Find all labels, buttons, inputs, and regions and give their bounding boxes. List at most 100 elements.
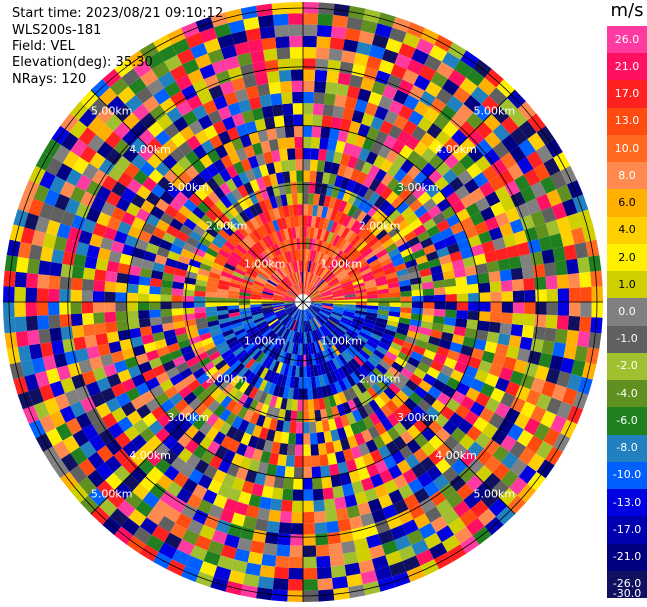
ppi-gate — [397, 241, 411, 253]
ppi-gate — [194, 403, 208, 417]
ppi-gate — [55, 163, 73, 182]
ppi-gate — [135, 208, 151, 222]
ppi-gate — [292, 261, 297, 273]
ppi-gate — [492, 123, 510, 142]
ppi-gate — [138, 318, 151, 328]
ppi-gate — [329, 315, 341, 323]
ppi-gate — [69, 120, 88, 139]
ppi-gate — [288, 159, 297, 172]
ppi-gate — [435, 88, 453, 105]
colorbar-tick-label: 1.0 — [618, 277, 636, 291]
ppi-gate — [520, 373, 535, 390]
ppi-gate — [368, 371, 381, 384]
ppi-gate — [294, 343, 299, 355]
ppi-gate — [372, 367, 385, 380]
ppi-gate — [484, 131, 502, 149]
ppi-gate — [353, 355, 365, 367]
ppi-gate — [278, 443, 289, 456]
ppi-gate — [283, 302, 295, 304]
ppi-gate — [220, 544, 237, 560]
ppi-gate — [278, 313, 289, 322]
ppi-gate — [182, 307, 195, 315]
ppi-gate — [261, 293, 274, 298]
ppi-gate — [117, 369, 132, 383]
ppi-gate — [421, 426, 436, 442]
colorbar-cell — [607, 325, 647, 354]
ppi-gate — [286, 290, 297, 298]
ppi-gate — [430, 329, 443, 339]
ppi-gate — [237, 393, 249, 407]
ppi-gate — [171, 412, 187, 427]
ppi-gate — [219, 168, 232, 183]
ppi-gate — [272, 578, 289, 591]
ppi-gate — [228, 286, 241, 292]
ppi-gate — [298, 260, 302, 272]
ppi-gate — [286, 306, 297, 313]
ppi-gate — [306, 332, 310, 344]
ppi-gate — [75, 174, 92, 192]
ppi-gate — [413, 100, 430, 117]
ppi-gate — [308, 410, 316, 423]
ppi-gate — [273, 306, 285, 310]
ppi-gate — [275, 126, 286, 139]
ppi-gate — [394, 535, 412, 551]
ppi-gate — [175, 230, 190, 243]
ppi-gate — [470, 499, 489, 518]
ppi-gate — [380, 375, 393, 388]
ppi-gate — [289, 274, 296, 285]
ppi-gate — [266, 463, 278, 477]
ppi-gate — [232, 201, 244, 214]
ppi-gate — [235, 466, 249, 481]
ppi-gate — [308, 289, 318, 297]
ppi-gate — [152, 331, 166, 342]
ppi-gate — [420, 355, 434, 367]
ppi-gate — [205, 382, 218, 395]
ppi-gate — [556, 370, 572, 388]
ppi-gate — [234, 41, 250, 56]
ppi-gate — [148, 168, 164, 184]
ppi-gate — [231, 174, 244, 189]
ppi-gate — [342, 285, 355, 292]
ppi-gate — [95, 402, 112, 419]
ppi-gate — [444, 277, 457, 288]
ppi-gate — [303, 159, 311, 171]
range-ring-label: 1.00km — [321, 334, 363, 347]
ppi-gate — [169, 64, 188, 82]
ppi-gate — [378, 95, 393, 110]
ppi-gate — [353, 237, 365, 249]
ppi-gate — [446, 213, 461, 227]
ppi-gate — [280, 217, 288, 230]
ppi-gate — [385, 399, 399, 413]
ppi-gate — [349, 515, 364, 530]
ppi-gate — [332, 289, 344, 295]
ppi-gate — [343, 166, 355, 180]
ppi-gate — [293, 478, 303, 490]
ppi-gate — [293, 284, 300, 296]
ppi-gate — [335, 268, 346, 278]
ppi-gate — [272, 231, 280, 244]
ppi-gate — [478, 282, 491, 293]
ppi-gate — [305, 271, 308, 283]
ppi-gate — [288, 262, 294, 274]
ppi-gate — [332, 293, 345, 298]
ppi-gate — [294, 249, 299, 261]
ppi-gate — [142, 491, 160, 509]
ppi-gate — [479, 181, 495, 197]
ppi-gate — [316, 328, 324, 340]
ppi-gate — [172, 116, 189, 132]
ppi-gate — [163, 122, 180, 139]
ppi-gate — [126, 302, 138, 312]
ppi-gate — [153, 552, 172, 570]
ppi-gate — [285, 305, 296, 311]
ppi-gate — [363, 523, 379, 538]
ppi-gate — [333, 198, 343, 211]
ppi-gate — [316, 264, 324, 276]
ppi-gate — [218, 363, 231, 375]
ppi-gate — [344, 293, 356, 298]
ppi-gate — [372, 154, 386, 169]
ppi-gate — [297, 283, 301, 295]
ppi-gate — [426, 122, 443, 139]
ppi-gate — [465, 387, 481, 402]
ppi-gate — [388, 561, 407, 577]
ppi-gate — [330, 312, 342, 319]
